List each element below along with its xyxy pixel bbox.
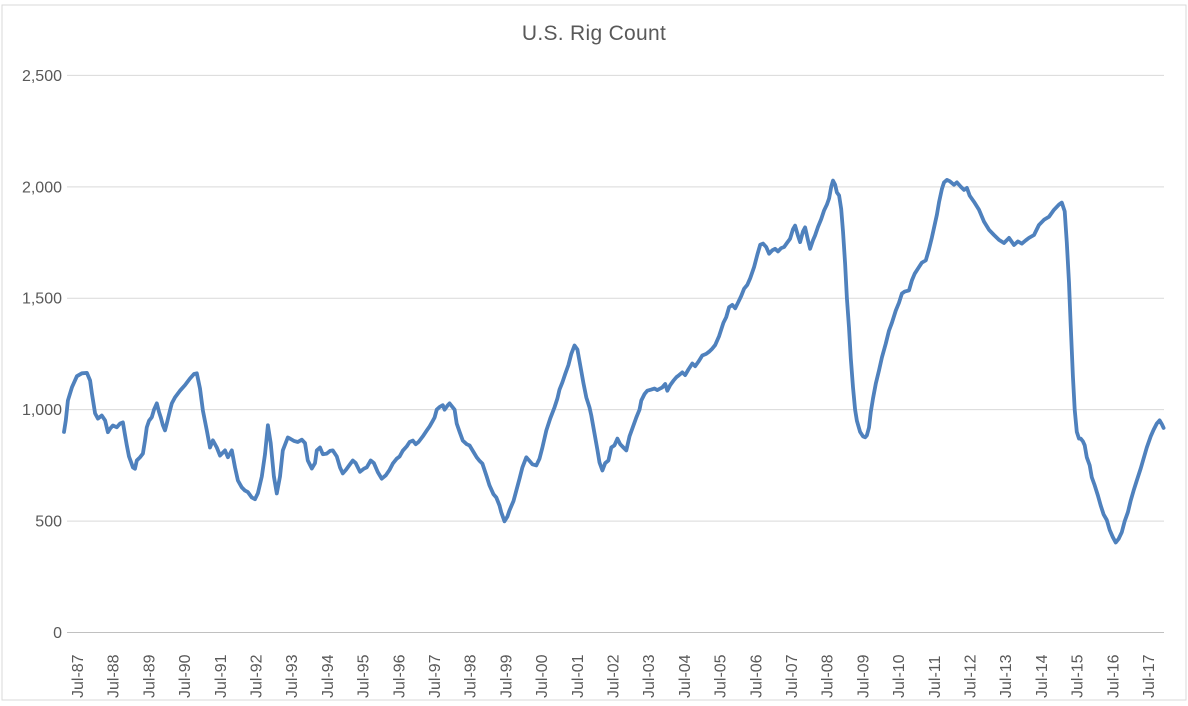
x-axis-tick-label: Jul-02 — [606, 654, 623, 698]
x-axis-tick-label: Jul-92 — [249, 654, 266, 698]
chart-border — [1, 4, 1187, 701]
x-axis-tick-label: Jul-11 — [927, 656, 944, 698]
x-axis-tick-label: Jul-15 — [1070, 654, 1087, 698]
x-axis-tick-label: Jul-90 — [177, 654, 194, 698]
x-axis-tick-label: Jul-89 — [141, 654, 158, 698]
rig-count-line — [62, 177, 1166, 545]
y-axis-tick-label: 2,500 — [22, 68, 62, 85]
y-axis-tick-label: 1,000 — [22, 402, 62, 419]
x-axis-tick-label: Jul-09 — [855, 654, 872, 698]
y-axis-tick-label: 1,500 — [22, 291, 62, 308]
x-axis-tick-label: Jul-17 — [1141, 654, 1158, 698]
y-axis-tick-label: 2,000 — [22, 179, 62, 196]
x-axis-tick-label: Jul-04 — [677, 654, 694, 698]
x-axis-tick-label: Jul-94 — [320, 654, 337, 698]
x-axis-tick-label: Jul-14 — [1034, 654, 1051, 698]
y-axis-tick-label: 500 — [35, 514, 62, 531]
x-axis-tick-label: Jul-03 — [641, 654, 658, 698]
x-axis-tick-label: Jul-06 — [748, 654, 765, 698]
x-axis-tick-label: Jul-95 — [356, 654, 373, 698]
x-axis-tick-label: Jul-05 — [713, 654, 730, 698]
x-axis-tick-label: Jul-08 — [820, 654, 837, 698]
x-axis-tick-label: Jul-01 — [570, 654, 587, 698]
x-axis-tick-label: Jul-88 — [106, 654, 123, 698]
y-axis-tick-label: 0 — [53, 625, 62, 642]
x-axis-tick-label: Jul-97 — [427, 654, 444, 698]
x-axis-tick-label: Jul-96 — [391, 654, 408, 698]
chart-title: U.S. Rig Count — [521, 22, 667, 45]
x-axis-tick-label: Jul-98 — [463, 654, 480, 698]
x-axis-tick-label: Jul-10 — [891, 654, 908, 698]
x-axis-tick-label: Jul-16 — [1105, 654, 1122, 698]
x-axis-tick-label: Jul-87 — [70, 654, 87, 698]
x-axis-tick-label: Jul-12 — [963, 654, 980, 698]
x-axis-tick-label: Jul-99 — [498, 654, 515, 698]
x-axis-tick-label: Jul-13 — [998, 654, 1015, 698]
x-axis-tick-label: Jul-93 — [284, 654, 301, 698]
x-axis-tick-label: Jul-07 — [784, 654, 801, 698]
x-axis-tick-label: Jul-91 — [213, 654, 230, 698]
x-axis-tick-label: Jul-00 — [534, 654, 551, 698]
